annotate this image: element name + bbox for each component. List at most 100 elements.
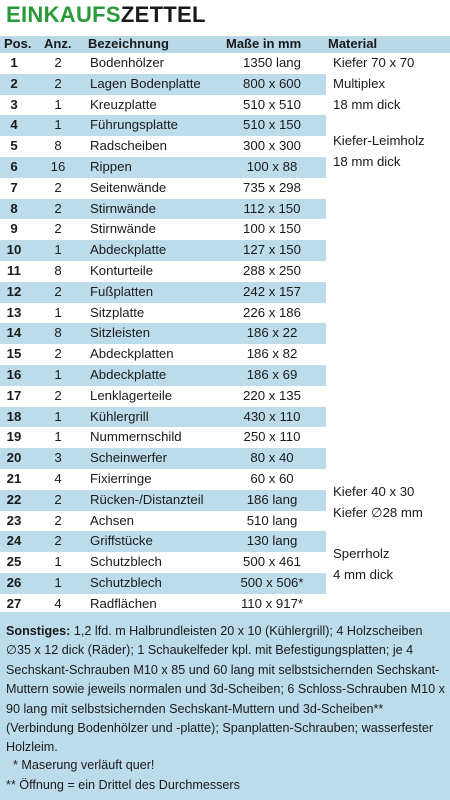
cell-anz: 2: [54, 491, 62, 507]
cell-masse: 250 x 110: [243, 429, 301, 445]
cell-pos: 17: [6, 387, 22, 403]
material-column: [326, 53, 450, 610]
header-bezeichnung: Bezeichnung: [88, 36, 169, 51]
table-row: 25 1 Schutzblech 500 x 461: [0, 552, 450, 573]
cell-bezeichnung: Kreuzplatte: [90, 96, 157, 112]
cell-bezeichnung: Radscheiben: [90, 138, 167, 154]
header-masse: Maße in mm: [226, 36, 302, 51]
cell-bezeichnung: Abdeckplatte: [90, 366, 167, 382]
cell-pos: 9: [10, 221, 18, 237]
cell-bezeichnung: Sitzplatte: [90, 304, 145, 320]
header-pos: Pos.: [4, 36, 32, 51]
header-anz: Anz.: [44, 36, 72, 51]
cell-pos: 26: [6, 574, 22, 590]
cell-masse: 500 x 461: [243, 554, 301, 570]
cell-anz: 2: [54, 512, 62, 528]
cell-anz: 2: [54, 533, 62, 549]
cell-pos: 20: [6, 450, 22, 466]
title-part-einkaufs: EINKAUFS: [6, 2, 121, 27]
cell-masse: 186 x 69: [246, 366, 298, 382]
cell-pos: 8: [10, 200, 18, 216]
cell-anz: 16: [50, 158, 66, 174]
material-multiplex: Multiplex: [333, 76, 386, 91]
cell-masse: 300 x 300: [243, 138, 301, 154]
table-row: 13 1 Sitzplatte 226 x 186: [0, 303, 450, 324]
cell-masse: 288 x 250: [243, 262, 301, 278]
cell-bezeichnung: Abdeckplatten: [90, 346, 174, 362]
cell-anz: 2: [54, 179, 62, 195]
cell-anz: 1: [54, 304, 62, 320]
cell-pos: 16: [6, 366, 22, 382]
cell-anz: 2: [54, 55, 62, 70]
cell-pos: 24: [6, 533, 22, 549]
cell-masse: 130 lang: [246, 533, 298, 549]
cell-masse: 430 x 110: [243, 408, 301, 424]
cell-anz: 1: [54, 117, 62, 133]
cell-bezeichnung: Stirnwände: [90, 221, 156, 237]
table-header: Pos. Anz. Bezeichnung Maße in mm Materia…: [0, 36, 450, 53]
material-kiefer-70: Kiefer 70 x 70: [333, 55, 415, 70]
cell-anz: 1: [54, 574, 62, 590]
cell-masse: 500 x 506*: [240, 574, 304, 590]
cell-anz: 8: [54, 262, 62, 278]
cell-bezeichnung: Scheinwerfer: [90, 450, 167, 466]
cell-bezeichnung: Achsen: [90, 512, 134, 528]
cell-bezeichnung: Fixierringe: [90, 470, 152, 486]
cell-pos: 11: [7, 262, 21, 278]
cell-bezeichnung: Griffstücke: [90, 533, 153, 549]
cell-anz: 1: [54, 366, 62, 382]
cell-anz: 1: [54, 96, 62, 112]
cell-anz: 1: [54, 429, 62, 445]
material-kiefer-40: Kiefer 40 x 30: [333, 484, 415, 499]
cell-anz: 8: [54, 325, 62, 341]
cell-pos: 13: [6, 304, 22, 320]
material-multiplex-thickness: 18 mm dick: [333, 97, 401, 112]
cell-masse: 242 x 157: [243, 283, 301, 299]
cell-masse: 127 x 150: [243, 242, 301, 258]
material-sperrholz-thickness: 4 mm dick: [333, 567, 394, 582]
cell-masse: 1350 lang: [243, 55, 301, 70]
cell-pos: 18: [6, 408, 22, 424]
cell-anz: 2: [54, 346, 62, 362]
cell-masse: 510 x 150: [243, 117, 301, 133]
header-material: Material: [328, 36, 378, 51]
cell-masse: 60 x 60: [250, 470, 294, 486]
table-row: 7 2 Seitenwände 735 x 298: [0, 178, 450, 199]
table-row: 11 8 Konturteile 288 x 250: [0, 261, 450, 282]
table-row: 3 1 Kreuzplatte 510 x 510: [0, 95, 450, 116]
table-row: 27 4 Radflächen 110 x 917*: [0, 594, 450, 615]
sonstiges-text: Sonstiges: 1,2 lfd. m Halbrundleisten 20…: [6, 622, 446, 758]
table-row: 15 2 Abdeckplatten 186 x 82: [0, 344, 450, 365]
cell-pos: 2: [10, 75, 18, 91]
cell-bezeichnung: Bodenhölzer: [90, 55, 165, 70]
cell-bezeichnung: Fußplatten: [90, 283, 154, 299]
page-title: EINKAUFSZETTEL: [6, 2, 206, 28]
material-sperrholz: Sperrholz: [333, 546, 390, 561]
cell-pos: 19: [6, 429, 22, 445]
cell-bezeichnung: Abdeckplatte: [90, 242, 167, 258]
cell-masse: 186 x 82: [246, 346, 298, 362]
cell-bezeichnung: Lagen Bodenplatte: [90, 75, 201, 91]
material-leimholz-thickness: 18 mm dick: [333, 154, 401, 169]
cell-bezeichnung: Lenklagerteile: [90, 387, 173, 403]
cell-pos: 15: [6, 346, 22, 362]
material-kiefer-leimholz: Kiefer-Leimholz: [333, 133, 425, 148]
cell-pos: 6: [10, 158, 18, 174]
table-row: 21 4 Fixierringe 60 x 60: [0, 469, 450, 490]
cell-masse: 112 x 150: [243, 200, 301, 216]
cell-pos: 14: [6, 325, 22, 341]
cell-bezeichnung: Schutzblech: [90, 554, 162, 570]
cell-anz: 2: [54, 221, 62, 237]
table-row: 23 2 Achsen 510 lang: [0, 511, 450, 532]
cell-pos: 23: [6, 512, 22, 528]
cell-masse: 510 lang: [246, 512, 298, 528]
cell-masse: 220 x 135: [243, 387, 301, 403]
cell-bezeichnung: Sitzleisten: [90, 325, 151, 341]
cell-masse: 226 x 186: [243, 304, 301, 320]
cell-bezeichnung: Radflächen: [90, 595, 157, 611]
cell-anz: 4: [54, 470, 62, 486]
cell-anz: 1: [54, 408, 62, 424]
sonstiges-body: 1,2 lfd. m Halbrundleisten 20 x 10 (Kühl…: [6, 624, 445, 755]
cell-pos: 22: [6, 491, 22, 507]
cell-bezeichnung: Kühlergrill: [90, 408, 149, 424]
